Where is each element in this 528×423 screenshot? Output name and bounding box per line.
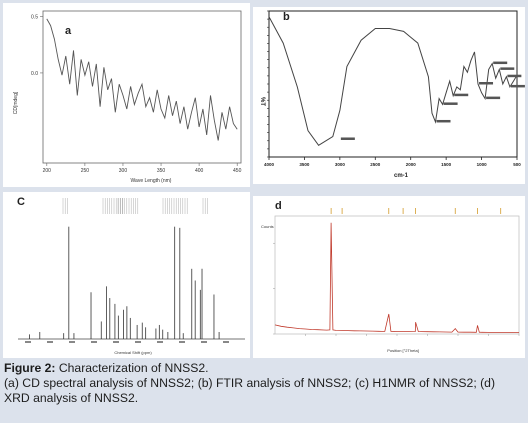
ftir-peak-annotation	[340, 137, 355, 140]
nmr-integration-mark	[91, 341, 97, 343]
ftir-peak-annotation	[510, 84, 525, 88]
nmr-plot: Chemical Shift (ppm)	[18, 198, 245, 355]
ftir-peak-annotation	[479, 82, 494, 85]
cd-x-tick-label: 250	[81, 168, 90, 174]
xrd-plot-frame	[274, 215, 520, 335]
cd-x-tick-label: 400	[195, 168, 204, 174]
nmr-integration-mark	[179, 341, 185, 343]
caption-title-rest: Characterization of NNSS2.	[55, 361, 209, 375]
cd-x-tick-label: 200	[43, 168, 52, 174]
panel-a-label: a	[65, 25, 72, 37]
cd-series-line	[46, 18, 238, 141]
ftir-y-axis-label: %T	[259, 97, 265, 106]
ftir-series-line	[268, 16, 518, 146]
panel-a-cd-chart: 200 250 300 350 400 450 0.5 0.0 Wave Length (nm…	[3, 3, 250, 187]
panel-c-label: C	[17, 196, 25, 208]
caption-body: (a) CD spectral analysis of NNSS2; (b) F…	[4, 376, 496, 405]
panel-d-label: d	[275, 200, 282, 212]
cd-plot-frame	[42, 10, 242, 164]
xrd-series-line	[274, 222, 519, 334]
nmr-integration-mark	[25, 341, 31, 343]
nmr-integration-mark	[113, 341, 119, 343]
ftir-peak-annotation	[493, 61, 508, 65]
ftir-x-axis-label: cm-1	[394, 173, 409, 179]
ftir-x-tick-label: 1500	[441, 162, 452, 167]
cd-y-axis-label: CD[mdeg]	[13, 91, 19, 114]
ftir-plot: 4000 3500 3000 2500 2000 1500 1000 500 cm-1 %T	[259, 10, 525, 179]
panel-c-nmr-chart: Chemical Shift (ppm) C	[3, 192, 250, 358]
ftir-x-tick-label: 1000	[477, 162, 488, 167]
ftir-x-tick-label: 4000	[264, 162, 275, 167]
cd-y-tick-label: 0.0	[31, 71, 38, 77]
ftir-peak-annotation	[436, 119, 451, 123]
panel-b-label: b	[283, 11, 290, 23]
nmr-integration-mark	[47, 341, 53, 343]
ftir-peak-annotation	[454, 93, 469, 97]
cd-x-tick-label: 300	[119, 168, 128, 174]
nmr-integration-mark	[157, 341, 163, 343]
cd-x-tick-label: 450	[233, 168, 242, 174]
ftir-peak-annotation	[507, 74, 522, 78]
ftir-x-tick-label: 3500	[299, 162, 310, 167]
cd-y-tick-label: 0.5	[31, 15, 38, 21]
nmr-integration-mark	[201, 341, 207, 343]
nmr-integration-mark	[223, 341, 229, 343]
nmr-integration-mark	[135, 341, 141, 343]
xrd-x-axis-label: Position [°2Theta]	[387, 348, 419, 353]
ftir-peak-annotation	[486, 96, 501, 100]
nmr-x-axis-label: Chemical Shift (ppm)	[114, 350, 152, 355]
ftir-peak-annotation	[443, 102, 458, 105]
nmr-integration-mark	[69, 341, 75, 343]
xrd-y-axis-label: Counts	[261, 224, 274, 229]
ftir-x-tick-label: 2500	[370, 162, 381, 167]
ftir-x-tick-label: 3000	[335, 162, 346, 167]
ftir-x-tick-label: 500	[513, 162, 521, 167]
cd-spectrum-plot: 200 250 300 350 400 450 0.5 0.0 Wave Length (nm…	[13, 10, 242, 184]
xrd-plot: Counts Position [°2Theta]	[261, 208, 520, 353]
caption-title: Figure 2:	[4, 361, 56, 375]
ftir-peak-annotation	[500, 67, 515, 70]
cd-x-tick-label: 350	[157, 168, 166, 174]
panel-d-xrd-chart: Counts Position [°2Theta] d	[253, 196, 525, 358]
cd-x-axis-label: Wave Length (nm)	[131, 178, 172, 184]
panel-b-ftir-chart: 4000 3500 3000 2500 2000 1500 1000 500 cm-1 %T …	[253, 7, 525, 184]
ftir-x-tick-label: 2000	[406, 162, 417, 167]
figure-caption: Figure 2: Characterization of NNSS2. (a)…	[4, 361, 524, 406]
